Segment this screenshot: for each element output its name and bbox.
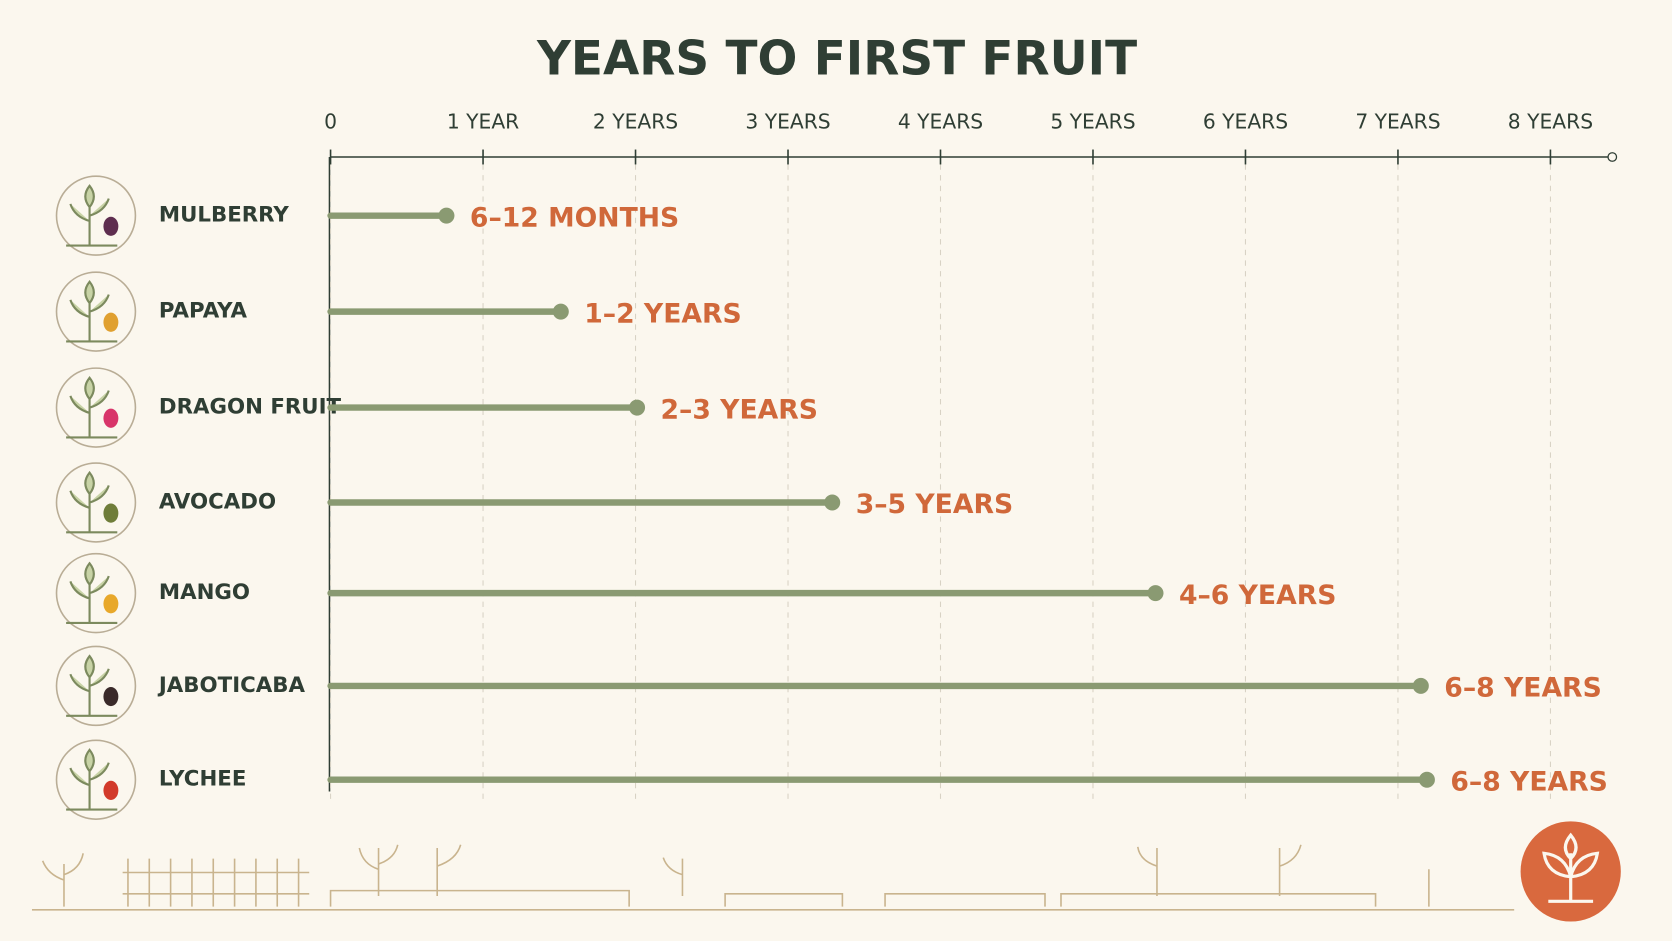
icon-ring: [55, 462, 137, 543]
x-tick-label: 1 YEAR: [447, 109, 519, 133]
range-label: 4–6 YEARS: [1179, 580, 1336, 611]
icon-ring: [55, 175, 137, 256]
dot: [438, 207, 455, 224]
category-icon: [55, 645, 137, 727]
category-icon: [55, 552, 137, 634]
x-tick-label: 7 YEARS: [1355, 109, 1440, 133]
ground-decoration: [31, 844, 1515, 911]
category-icon: [55, 367, 137, 448]
range-label: 2–3 YEARS: [661, 394, 818, 425]
dot: [1418, 771, 1435, 788]
dot: [824, 494, 841, 511]
dot: [1147, 585, 1164, 602]
icon-ring: [55, 271, 137, 352]
icon-fruit: [103, 216, 119, 236]
icon-fruit: [103, 780, 119, 800]
icon-tree: [66, 561, 118, 625]
range-label: 6–8 YEARS: [1444, 673, 1601, 704]
dot: [629, 399, 646, 416]
x-tick-label: 6 YEARS: [1203, 109, 1288, 133]
range-label: 3–5 YEARS: [856, 489, 1013, 520]
axis-end: [1607, 152, 1618, 162]
category-icon: [55, 739, 137, 820]
icon-ring: [55, 552, 137, 634]
x-tick-label: 0: [324, 109, 337, 133]
category-label: AVOCADO: [159, 489, 276, 514]
range-label: 6–8 YEARS: [1450, 766, 1607, 797]
category-icon: [55, 462, 137, 543]
icon-fruit: [103, 594, 119, 614]
icon-ring: [55, 739, 137, 820]
icon-fruit: [103, 312, 119, 332]
dot: [552, 303, 569, 320]
icon-fruit: [103, 503, 119, 523]
icon-tree: [66, 280, 118, 343]
dot: [1412, 677, 1429, 694]
logo-badge: [1520, 821, 1621, 922]
category-label: LYCHEE: [159, 767, 247, 792]
category-icon: [55, 271, 137, 352]
category-label: JABOTICABA: [157, 673, 306, 698]
icon-tree: [66, 748, 118, 811]
x-tick-label: 3 YEARS: [745, 109, 830, 133]
icon-tree: [66, 470, 118, 534]
x-tick-label: 5 YEARS: [1050, 109, 1135, 133]
icon-tree: [66, 184, 118, 247]
category-label: MULBERRY: [159, 203, 290, 228]
chart-title: YEARS TO FIRST FRUIT: [536, 32, 1137, 87]
x-tick-label: 8 YEARS: [1508, 109, 1593, 133]
icon-tree: [66, 376, 118, 439]
category-label: DRAGON FRUIT: [159, 395, 342, 420]
icon-tree: [66, 654, 118, 717]
category-label: MANGO: [159, 580, 250, 605]
x-tick-label: 2 YEARS: [593, 109, 678, 133]
category-icon: [55, 175, 137, 256]
range-label: 6–12 MONTHS: [470, 202, 679, 233]
category-label: PAPAYA: [159, 299, 248, 324]
icon-fruit: [103, 408, 119, 428]
icon-ring: [55, 367, 137, 448]
x-tick-label: 4 YEARS: [898, 109, 983, 133]
range-label: 1–2 YEARS: [584, 298, 741, 329]
icon-ring: [55, 645, 137, 727]
icon-fruit: [103, 686, 119, 707]
